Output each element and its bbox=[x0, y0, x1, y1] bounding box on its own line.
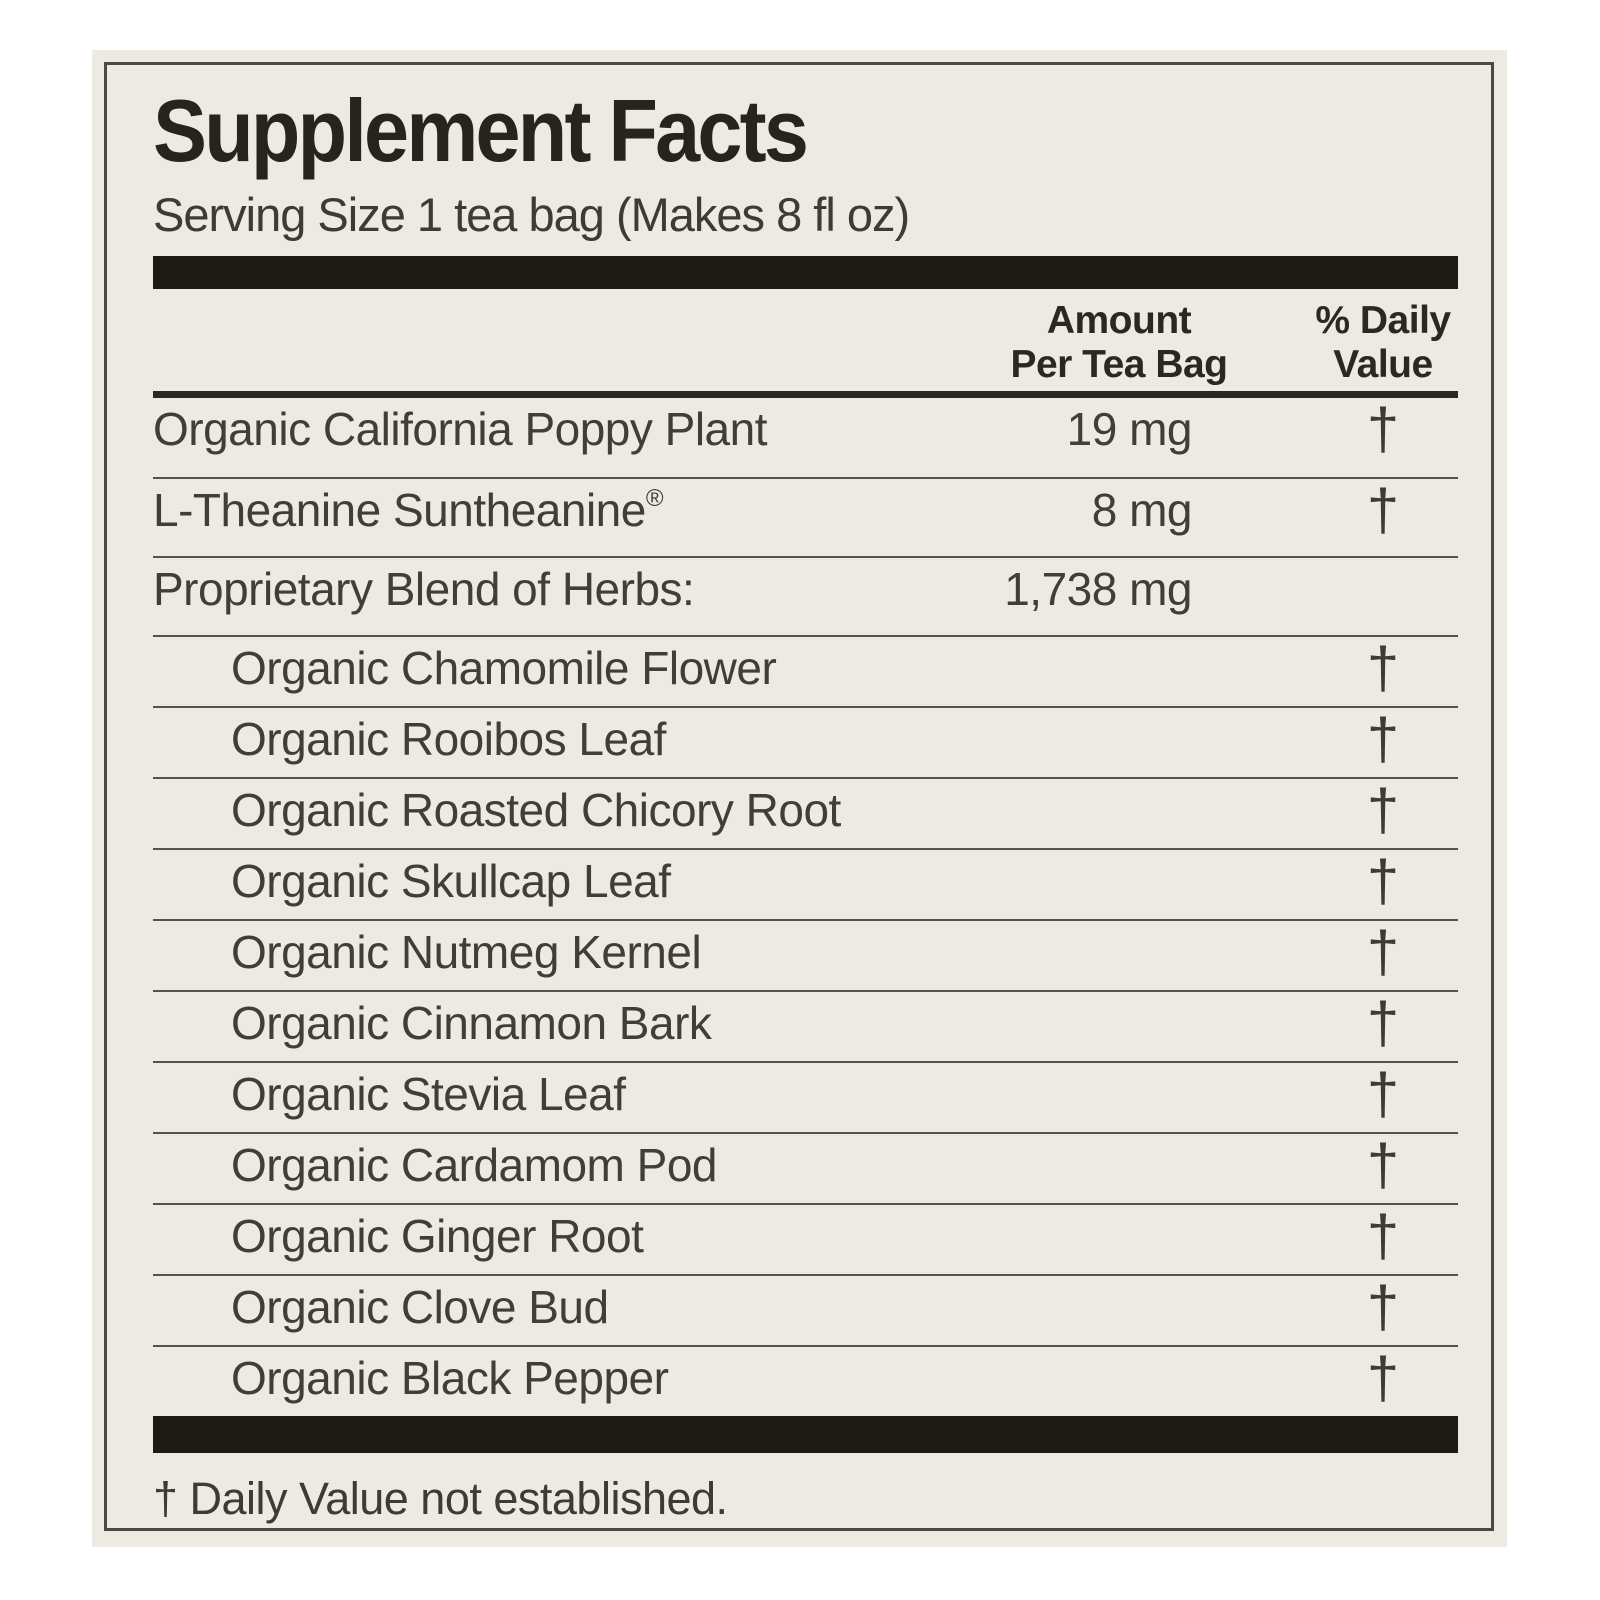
ingredient-name-text: Organic Nutmeg Kernel bbox=[231, 926, 702, 979]
header-amount-per-tea-bag: Amount Per Tea Bag bbox=[930, 299, 1308, 387]
dagger-symbol: † bbox=[1366, 707, 1400, 773]
panel-title: Supplement Facts bbox=[153, 81, 809, 180]
ingredient-name-text: Organic Clove Bud bbox=[231, 1281, 609, 1334]
ingredient-name-text: Organic California Poppy Plant bbox=[153, 403, 768, 456]
ingredient-name-text: L-Theanine Suntheanine bbox=[153, 484, 646, 537]
dagger-symbol: † bbox=[1366, 1062, 1400, 1128]
daily-value-footnote: † Daily Value not established. bbox=[153, 1473, 728, 1525]
ingredient-name: Organic Skullcap Leaf bbox=[153, 857, 930, 905]
dv-cell: † bbox=[1308, 478, 1458, 544]
table-row: Organic Ginger Root † bbox=[153, 1203, 1458, 1274]
ingredient-name-text: Organic Ginger Root bbox=[231, 1210, 644, 1263]
ingredient-name: Organic Rooibos Leaf bbox=[153, 715, 930, 763]
ingredient-name-text: Organic Chamomile Flower bbox=[231, 642, 777, 695]
ingredient-name: Organic Ginger Root bbox=[153, 1212, 930, 1260]
table-row: Organic Chamomile Flower † bbox=[153, 635, 1458, 706]
serving-size-line: Serving Size 1 tea bag (Makes 8 fl oz) bbox=[153, 187, 910, 241]
dagger-symbol: † bbox=[1366, 478, 1400, 544]
ingredient-name: Organic Stevia Leaf bbox=[153, 1070, 930, 1118]
ingredient-name-text: Proprietary Blend of Herbs: bbox=[153, 563, 695, 616]
dv-cell: † bbox=[1308, 1062, 1458, 1128]
amount-value: 19 mg bbox=[1066, 403, 1193, 456]
header-amount-line1: Amount bbox=[1046, 299, 1192, 343]
supplement-facts-panel: Supplement Facts Serving Size 1 tea bag … bbox=[104, 62, 1494, 1531]
dagger-symbol: † bbox=[1366, 1275, 1400, 1341]
dv-cell: † bbox=[1308, 849, 1458, 915]
dagger-symbol: † bbox=[1366, 636, 1400, 702]
dv-cell: † bbox=[1308, 636, 1458, 702]
header-ingredient-spacer bbox=[153, 299, 930, 387]
ingredient-name-text: Organic Black Pepper bbox=[231, 1352, 669, 1405]
dv-cell: † bbox=[1308, 1346, 1458, 1412]
bottom-divider-bar bbox=[153, 1416, 1458, 1454]
table-row: Organic Cardamom Pod † bbox=[153, 1132, 1458, 1203]
dv-cell: † bbox=[1308, 397, 1458, 463]
table-row: Organic Rooibos Leaf † bbox=[153, 706, 1458, 777]
table-row: Organic Nutmeg Kernel † bbox=[153, 919, 1458, 990]
header-dv-line1: % Daily bbox=[1315, 299, 1451, 343]
ingredient-name: Organic Roasted Chicory Root bbox=[153, 786, 930, 834]
ingredient-name: Organic California Poppy Plant bbox=[153, 405, 930, 453]
ingredient-name: Organic Clove Bud bbox=[153, 1283, 930, 1331]
ingredient-table: Organic California Poppy Plant 19 mg † L… bbox=[153, 398, 1458, 1416]
ingredient-name: Proprietary Blend of Herbs: bbox=[153, 565, 930, 613]
ingredient-name: Organic Black Pepper bbox=[153, 1354, 930, 1402]
ingredient-name-text: Organic Cinnamon Bark bbox=[231, 997, 712, 1050]
dv-cell: † bbox=[1308, 778, 1458, 844]
table-row: Organic Clove Bud † bbox=[153, 1274, 1458, 1345]
dv-cell: † bbox=[1308, 1275, 1458, 1341]
ingredient-name: L-Theanine Suntheanine® bbox=[153, 486, 930, 534]
table-row: Organic Roasted Chicory Root † bbox=[153, 777, 1458, 848]
dv-cell bbox=[1308, 565, 1458, 583]
supplement-label-paper: Supplement Facts Serving Size 1 tea bag … bbox=[92, 50, 1507, 1547]
ingredient-name: Organic Cinnamon Bark bbox=[153, 999, 930, 1047]
ingredient-name-text: Organic Stevia Leaf bbox=[231, 1068, 626, 1121]
dv-cell: † bbox=[1308, 1133, 1458, 1199]
ingredient-name-text: Organic Rooibos Leaf bbox=[231, 713, 666, 766]
dv-cell: † bbox=[1308, 1204, 1458, 1270]
table-row: L-Theanine Suntheanine® 8 mg † bbox=[153, 477, 1458, 556]
ingredient-name: Organic Chamomile Flower bbox=[153, 644, 930, 692]
table-row: Organic Black Pepper † bbox=[153, 1345, 1458, 1416]
ingredient-name-text: Organic Roasted Chicory Root bbox=[231, 784, 841, 837]
dv-cell: † bbox=[1308, 991, 1458, 1057]
dv-cell: † bbox=[1308, 707, 1458, 773]
header-dv-line2: Value bbox=[1333, 342, 1433, 386]
column-header-row: Amount Per Tea Bag % Daily Value bbox=[153, 299, 1458, 387]
dagger-symbol: † bbox=[1366, 1204, 1400, 1270]
ingredient-name-text: Organic Skullcap Leaf bbox=[231, 855, 671, 908]
top-divider-bar bbox=[153, 256, 1458, 290]
table-row: Organic Stevia Leaf † bbox=[153, 1061, 1458, 1132]
ingredient-name-text: Organic Cardamom Pod bbox=[231, 1139, 717, 1192]
header-percent-daily-value: % Daily Value bbox=[1308, 299, 1458, 387]
dagger-symbol: † bbox=[1366, 778, 1400, 844]
table-row: Organic Cinnamon Bark † bbox=[153, 990, 1458, 1061]
dagger-symbol: † bbox=[1366, 991, 1400, 1057]
header-underline bbox=[153, 391, 1458, 399]
ingredient-name: Organic Cardamom Pod bbox=[153, 1141, 930, 1189]
dagger-symbol: † bbox=[1366, 920, 1400, 986]
table-row: Organic Skullcap Leaf † bbox=[153, 848, 1458, 919]
amount-value: 8 mg bbox=[1091, 484, 1193, 537]
table-row: Organic California Poppy Plant 19 mg † bbox=[153, 398, 1458, 477]
header-amount-line2: Per Tea Bag bbox=[1010, 342, 1228, 386]
dagger-symbol: † bbox=[1366, 849, 1400, 915]
dv-cell: † bbox=[1308, 920, 1458, 986]
table-row: Proprietary Blend of Herbs: 1,738 mg bbox=[153, 556, 1458, 635]
dagger-symbol: † bbox=[1366, 1133, 1400, 1199]
registered-trademark-symbol: ® bbox=[645, 485, 664, 513]
dagger-symbol: † bbox=[1366, 1346, 1400, 1412]
ingredient-name: Organic Nutmeg Kernel bbox=[153, 928, 930, 976]
dagger-symbol: † bbox=[1366, 397, 1400, 463]
amount-value: 1,738 mg bbox=[1004, 563, 1192, 616]
